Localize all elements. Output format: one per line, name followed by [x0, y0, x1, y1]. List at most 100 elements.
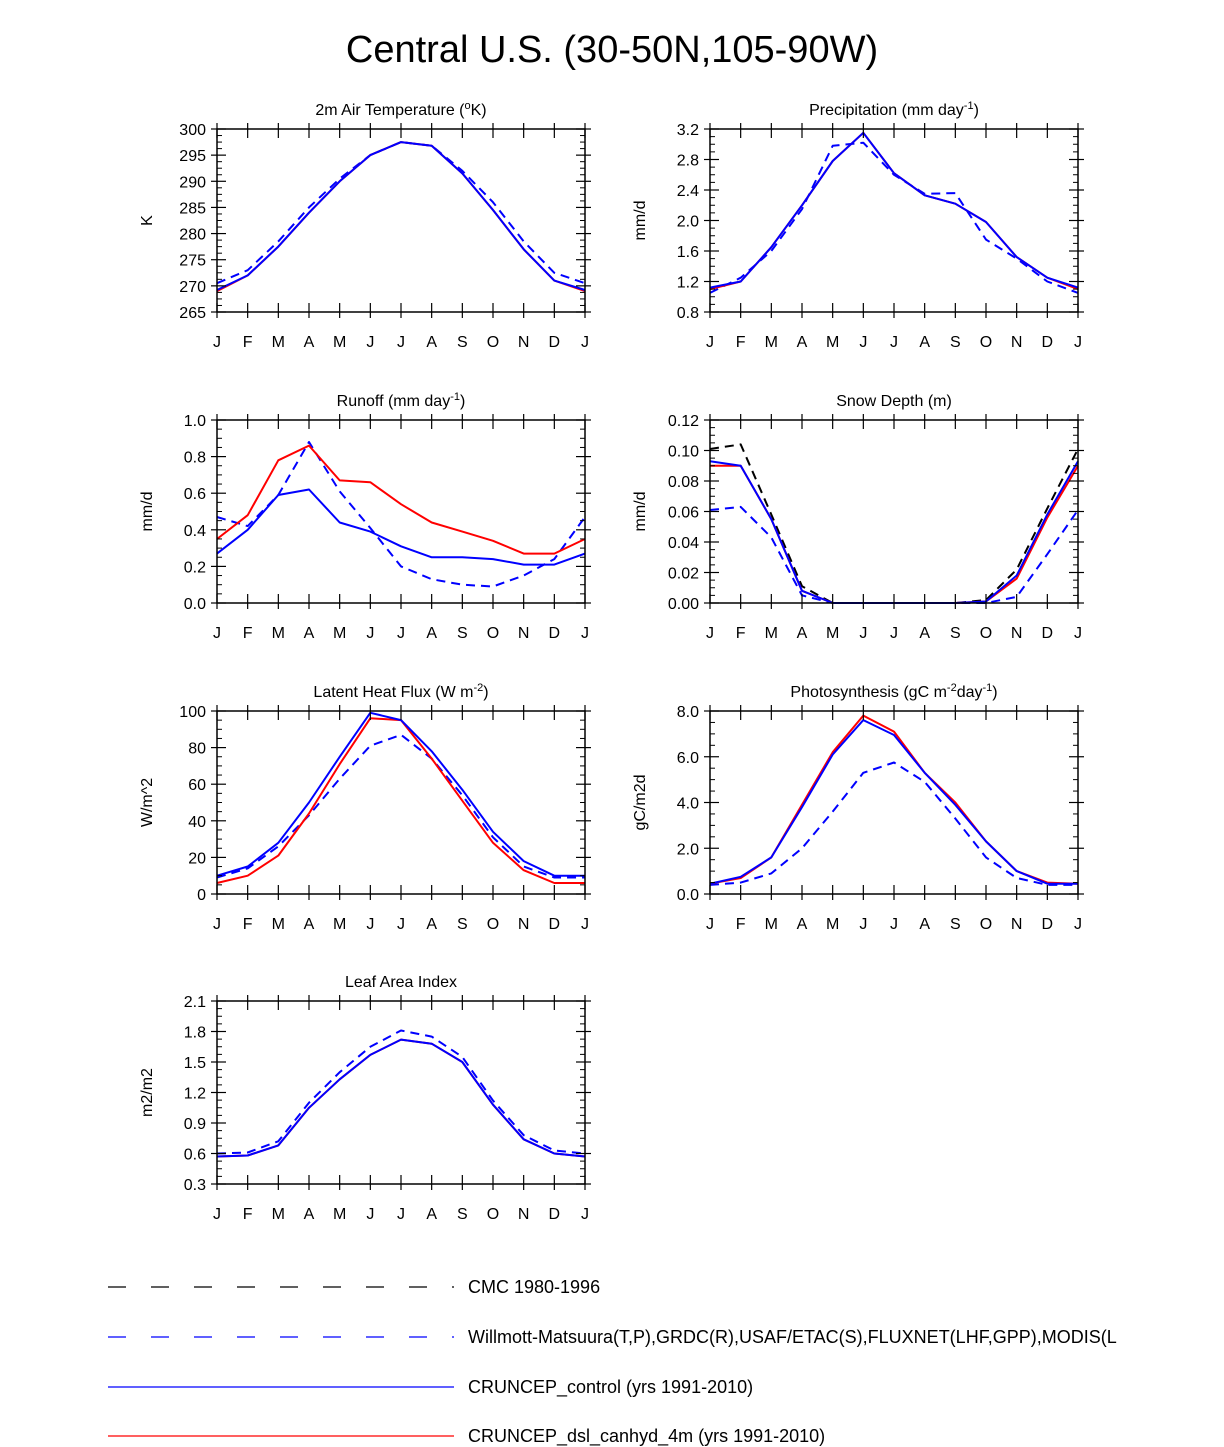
- x-tick-label: M: [272, 1206, 285, 1223]
- y-axis-label: mm/d: [632, 492, 649, 532]
- y-tick-label: 0.6: [184, 486, 206, 503]
- x-tick-label: M: [333, 916, 346, 933]
- panel-title: Latent Heat Flux (W m-2): [313, 682, 488, 701]
- y-axis-label: mm/d: [632, 201, 649, 241]
- chart-panel-snow: J F M A M J J A S O N D J 0.00 0.02 0.04 0.06 0.08 0.10 0.1…: [632, 393, 1084, 642]
- chart-panel-lai: J F M A M J J A S O N D J 0.3 0.6 0.9 1.2 1.5 1.8 2.1 m2/m2 L…: [139, 974, 591, 1223]
- panel-title: Snow Depth (m): [836, 393, 952, 410]
- x-tick-label: M: [272, 334, 285, 351]
- x-tick-label: O: [487, 916, 499, 933]
- plot-frame: [709, 128, 1079, 313]
- x-tick-label: A: [304, 334, 315, 351]
- x-tick-label: D: [549, 1206, 561, 1223]
- x-tick-label: M: [333, 1206, 346, 1223]
- x-tick-label: F: [243, 334, 253, 351]
- x-tick-label: N: [1011, 916, 1023, 933]
- x-tick-label: J: [1074, 916, 1082, 933]
- series-line-obs: [216, 141, 586, 285]
- y-tick-label: 1.6: [677, 244, 699, 261]
- x-tick-label: F: [736, 625, 746, 642]
- series-line-control: [709, 131, 1079, 289]
- x-tick-label: A: [919, 916, 930, 933]
- chart-panel-runoff: J F M A M J J A S O N D J 0.0 0.2 0.4 0.6 0.8 1.0 mm/d Runof…: [139, 391, 591, 642]
- y-tick-label: 280: [179, 227, 206, 244]
- x-tick-label: J: [397, 916, 405, 933]
- x-tick-label: J: [366, 625, 374, 642]
- x-tick-label: A: [426, 625, 437, 642]
- x-tick-label: M: [333, 625, 346, 642]
- x-tick-label: N: [1011, 625, 1023, 642]
- y-tick-label: 1.0: [184, 413, 206, 430]
- y-tick-label: 0.04: [668, 535, 699, 552]
- legend-label-cmc: CMC 1980-1996: [468, 1277, 600, 1297]
- y-tick-label: 0.8: [184, 450, 206, 467]
- x-tick-label: A: [797, 916, 808, 933]
- series-line-dsl: [216, 141, 586, 293]
- x-tick-label: O: [980, 625, 992, 642]
- y-tick-label: 2.8: [677, 153, 699, 170]
- y-tick-label: 0.6: [184, 1147, 206, 1164]
- x-tick-label: N: [518, 334, 530, 351]
- y-tick-label: 0.0: [677, 887, 699, 904]
- panels-group: J F M A M J J A S O N D J 265 270 275 280 285 290 295 300 K 2m…: [139, 100, 1084, 1223]
- y-tick-label: 1.2: [677, 275, 699, 292]
- x-tick-label: A: [919, 625, 930, 642]
- plot-frame: [216, 128, 586, 313]
- x-tick-label: J: [890, 916, 898, 933]
- x-tick-label: J: [366, 916, 374, 933]
- y-tick-label: 0.9: [184, 1116, 206, 1133]
- plot-frame: [216, 1000, 586, 1185]
- y-tick-label: 0.08: [668, 474, 699, 491]
- x-tick-label: S: [457, 1206, 468, 1223]
- x-tick-label: J: [706, 916, 714, 933]
- y-tick-label: 0.06: [668, 505, 699, 522]
- series-line-control: [216, 1038, 586, 1158]
- y-tick-label: 20: [188, 850, 206, 867]
- x-tick-label: D: [1042, 625, 1054, 642]
- plot-frame: [216, 419, 586, 604]
- x-tick-label: D: [549, 916, 561, 933]
- series-line-dsl: [709, 714, 1079, 885]
- legend-label-obs: Willmott-Matsuura(T,P),GRDC(R),USAF/ETAC…: [468, 1327, 1117, 1347]
- series-line-dsl: [216, 444, 586, 555]
- x-tick-label: A: [426, 1206, 437, 1223]
- x-tick-label: M: [333, 334, 346, 351]
- x-tick-label: S: [950, 334, 961, 351]
- series-line-obs: [709, 141, 1079, 294]
- x-tick-label: O: [980, 334, 992, 351]
- y-tick-label: 4.0: [677, 796, 699, 813]
- x-tick-label: J: [859, 916, 867, 933]
- chart-panel-gpp: J F M A M J J A S O N D J 0.0 2.0 4.0 6.0 8.0 gC/m2d Photos…: [632, 682, 1084, 933]
- legend-label-dsl: CRUNCEP_dsl_canhyd_4m (yrs 1991-2010): [468, 1426, 825, 1447]
- x-tick-label: J: [581, 916, 589, 933]
- y-axis-label: m2/m2: [139, 1068, 156, 1117]
- x-tick-label: O: [980, 916, 992, 933]
- x-tick-label: M: [826, 625, 839, 642]
- y-tick-label: 0.12: [668, 413, 699, 430]
- x-tick-label: M: [272, 916, 285, 933]
- x-tick-label: A: [919, 334, 930, 351]
- x-tick-label: D: [549, 625, 561, 642]
- x-tick-label: J: [397, 334, 405, 351]
- x-tick-label: S: [950, 625, 961, 642]
- x-tick-label: J: [890, 334, 898, 351]
- x-tick-label: N: [518, 916, 530, 933]
- y-tick-label: 285: [179, 200, 206, 217]
- y-tick-label: 275: [179, 253, 206, 270]
- y-tick-label: 1.8: [184, 1025, 206, 1042]
- x-tick-label: J: [706, 625, 714, 642]
- y-tick-label: 270: [179, 279, 206, 296]
- y-tick-label: 0.10: [668, 444, 699, 461]
- x-tick-label: J: [397, 1206, 405, 1223]
- y-tick-label: 300: [179, 122, 206, 139]
- figure-title: Central U.S. (30-50N,105-90W): [346, 29, 878, 71]
- plot-frame: [709, 419, 1079, 604]
- x-tick-label: A: [797, 334, 808, 351]
- x-tick-label: M: [765, 916, 778, 933]
- series-line-control: [216, 711, 585, 877]
- y-tick-label: 290: [179, 174, 206, 191]
- y-tick-label: 0.00: [668, 596, 699, 613]
- x-tick-label: D: [1042, 334, 1054, 351]
